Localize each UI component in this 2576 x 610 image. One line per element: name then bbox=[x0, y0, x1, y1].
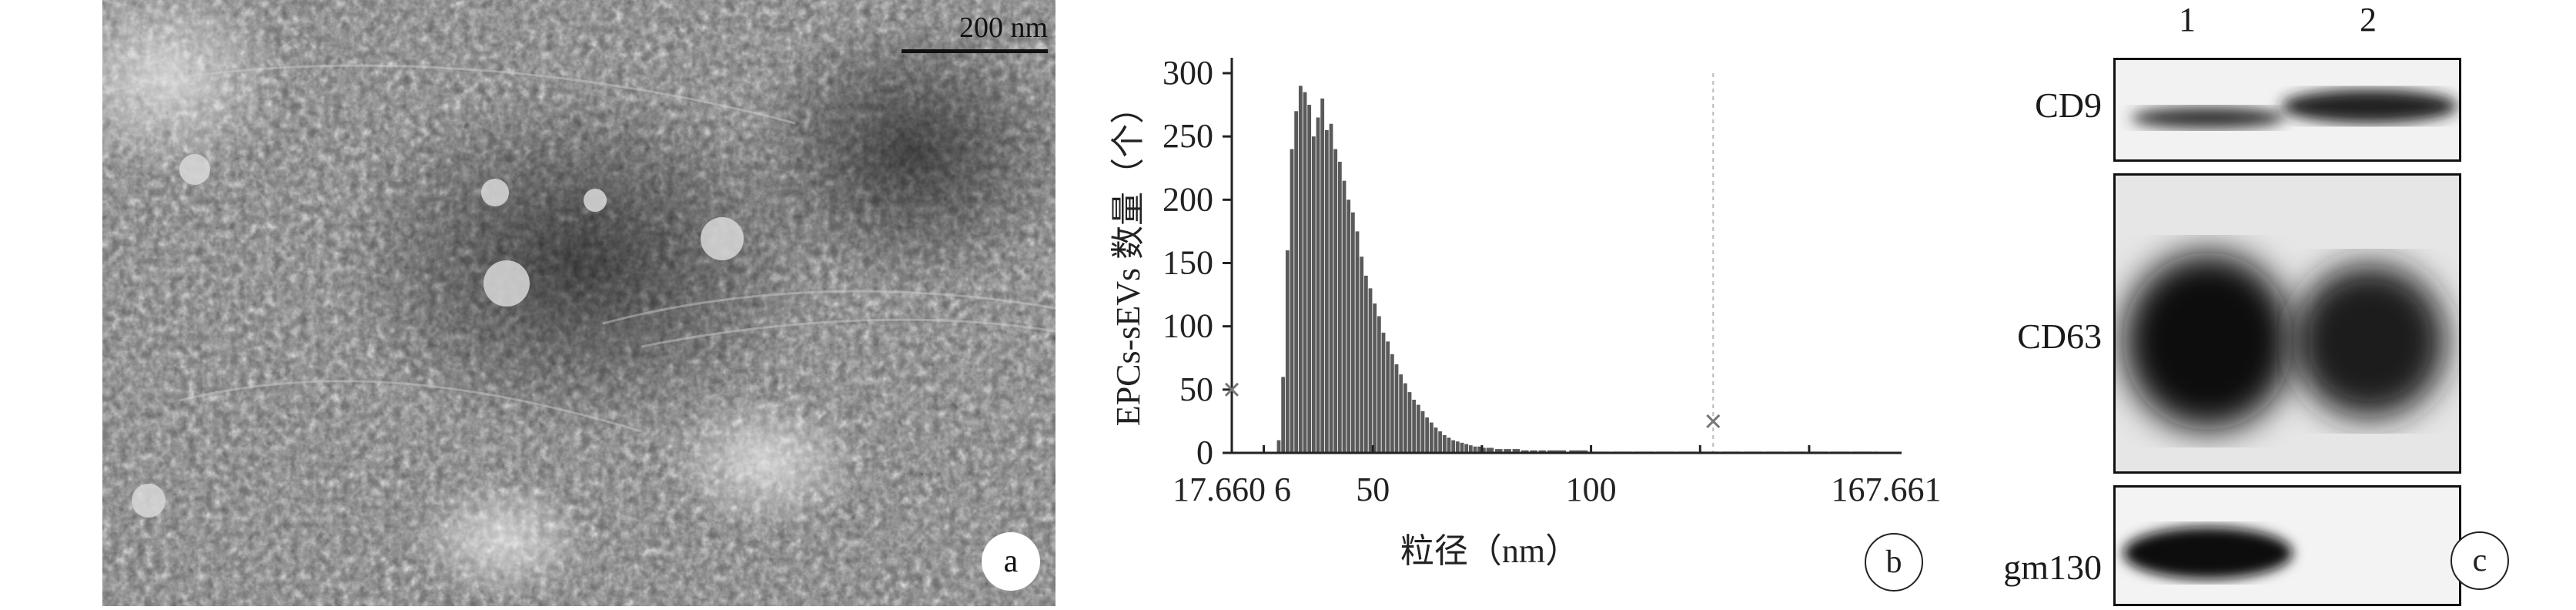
histogram-bar bbox=[1373, 303, 1377, 453]
histogram-bar bbox=[1316, 117, 1320, 453]
histogram-bar bbox=[1429, 422, 1434, 453]
panel-label-b: b bbox=[1865, 533, 1923, 592]
y-tick-label: 250 bbox=[1163, 117, 1213, 155]
histogram-bar bbox=[1464, 444, 1469, 453]
histogram-bar bbox=[1285, 250, 1290, 453]
histogram-bar bbox=[1337, 162, 1342, 454]
histogram-bar bbox=[1394, 364, 1399, 453]
histogram-bar bbox=[1451, 440, 1456, 453]
histogram-bar bbox=[1481, 447, 1486, 453]
histogram-bar bbox=[1355, 231, 1360, 453]
tem-micrograph-image bbox=[102, 0, 1055, 606]
histogram-bar bbox=[1512, 449, 1521, 453]
histogram-bar bbox=[1407, 392, 1412, 453]
panel-label-c: c bbox=[2451, 531, 2509, 590]
x-tick-label: 100 bbox=[1566, 471, 1617, 508]
western-blot-panel: 1 2 CD9 CD63 gm130 c bbox=[1940, 0, 2576, 606]
size-distribution-panel: 0 50 100 150 200 250 300 17.660 6 50 100 167.661 E… bbox=[1062, 0, 1942, 606]
histogram-bar bbox=[1504, 449, 1511, 453]
lane-label-2: 2 bbox=[2360, 1, 2377, 39]
histogram-bar bbox=[1468, 445, 1473, 453]
band-label-gm130: gm130 bbox=[2003, 548, 2102, 587]
histogram-bar bbox=[1569, 450, 1588, 453]
histogram-bar bbox=[1347, 199, 1351, 453]
scale-bar-label: 200 nm bbox=[958, 12, 1048, 44]
histogram-bar bbox=[1333, 149, 1338, 453]
blot-gm130 bbox=[2113, 485, 2461, 606]
histogram-bar bbox=[1390, 354, 1394, 453]
histogram-bar bbox=[1473, 446, 1477, 453]
y-tick-label: 100 bbox=[1163, 307, 1213, 345]
lane-label-1: 1 bbox=[2179, 1, 2196, 39]
histogram-bar bbox=[1377, 316, 1381, 453]
histogram-bar bbox=[1477, 446, 1482, 453]
histogram-bar bbox=[1530, 450, 1537, 453]
histogram-bar bbox=[1381, 332, 1386, 453]
histogram-bar bbox=[1350, 212, 1355, 453]
histogram-bar bbox=[1320, 98, 1325, 453]
histogram-bar bbox=[1303, 92, 1307, 454]
x-tick-label: 167.661 bbox=[1832, 471, 1941, 508]
histogram-bar bbox=[1547, 450, 1567, 453]
y-tick-label: 300 bbox=[1163, 54, 1213, 92]
y-tick-label: 50 bbox=[1179, 370, 1213, 408]
y-axis-label: EPCs-sEVs 数量（个） bbox=[1109, 90, 1147, 426]
histogram-bar bbox=[1360, 256, 1364, 453]
y-tick-label: 150 bbox=[1163, 244, 1213, 282]
histogram-bar bbox=[1438, 431, 1443, 453]
band-label-cd63: CD63 bbox=[2017, 317, 2102, 356]
histogram-bar bbox=[1399, 374, 1403, 453]
marker-point-1 bbox=[1706, 414, 1721, 428]
histogram-bar bbox=[1363, 275, 1368, 453]
size-distribution-histogram: 0 50 100 150 200 250 300 17.660 6 50 100 167.661 E… bbox=[1109, 54, 1942, 570]
scale-bar bbox=[902, 49, 1048, 53]
histogram-bar bbox=[1425, 417, 1430, 453]
histogram-bar bbox=[1290, 149, 1294, 453]
histogram-bar bbox=[1416, 404, 1420, 453]
histogram-bar bbox=[1442, 434, 1447, 453]
panel-label-a: a bbox=[982, 532, 1040, 591]
histogram-bar bbox=[1521, 450, 1529, 453]
histogram-bar bbox=[1368, 288, 1373, 453]
histogram-bar bbox=[1386, 341, 1390, 453]
histogram-bar bbox=[1494, 449, 1503, 453]
histogram-bar bbox=[1294, 111, 1299, 454]
histogram-bar bbox=[1403, 383, 1407, 453]
histogram-bar bbox=[1420, 411, 1425, 453]
histogram-bar bbox=[1412, 399, 1417, 453]
blot-cd9 bbox=[2113, 58, 2461, 162]
histogram-bar bbox=[1311, 136, 1316, 453]
y-tick-label: 200 bbox=[1163, 180, 1213, 218]
histogram-bar bbox=[1447, 437, 1451, 453]
blot-cd63 bbox=[2113, 173, 2461, 474]
histogram-bar bbox=[1298, 85, 1303, 453]
band-label-cd9: CD9 bbox=[2035, 85, 2102, 125]
histogram-bar bbox=[1307, 105, 1312, 454]
x-tick-label: 50 bbox=[1356, 471, 1390, 508]
histogram-bar bbox=[1434, 427, 1438, 453]
marker-point-0 bbox=[1224, 382, 1239, 397]
histogram-bar bbox=[1324, 129, 1329, 453]
y-tick-label: 0 bbox=[1196, 434, 1213, 471]
histogram-bar bbox=[1342, 180, 1347, 453]
histogram-bar bbox=[1460, 442, 1464, 453]
histogram-bar bbox=[1486, 447, 1494, 453]
histogram-bar bbox=[1281, 377, 1286, 453]
histogram-bar bbox=[1329, 123, 1333, 453]
histogram-bar bbox=[1276, 440, 1281, 453]
tem-micrograph-panel: 200 nm a bbox=[102, 0, 1055, 606]
histogram-bar bbox=[1455, 441, 1460, 453]
x-tick-label: 17.660 6 bbox=[1173, 471, 1291, 508]
x-axis-label: 粒径（nm） bbox=[1400, 532, 1579, 570]
vesicles bbox=[132, 154, 744, 518]
histogram-bar bbox=[1538, 450, 1547, 453]
